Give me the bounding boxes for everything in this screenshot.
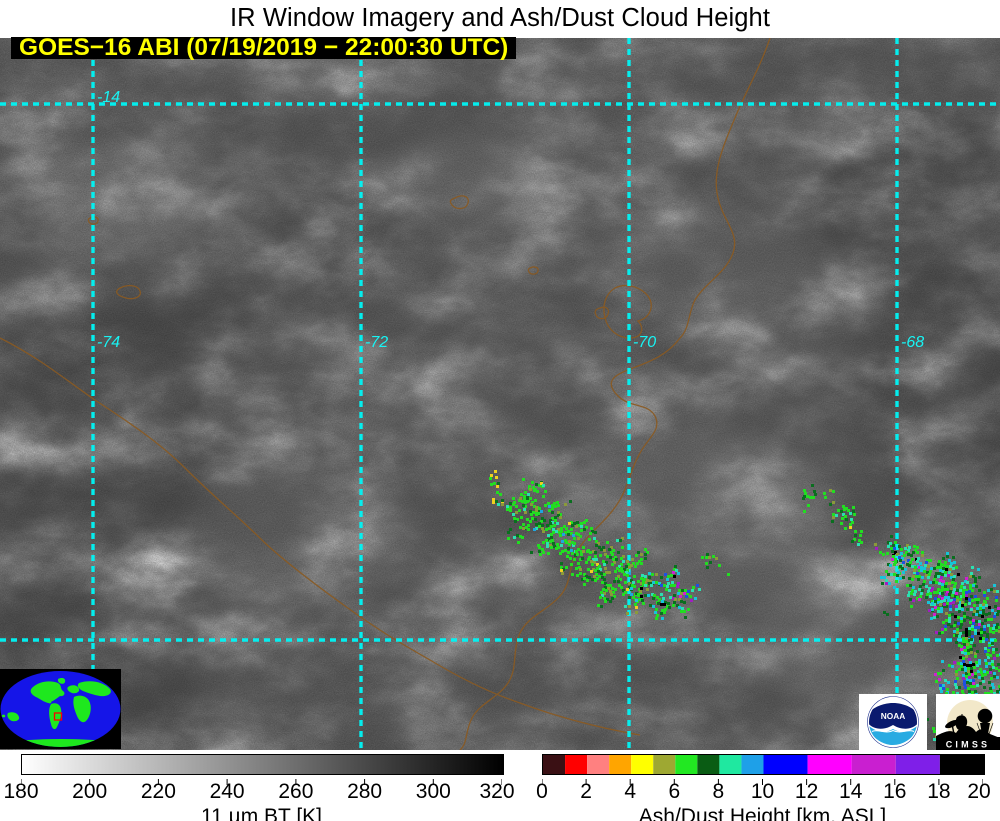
svg-text:280: 280 (347, 780, 382, 803)
svg-text:300: 300 (416, 780, 451, 803)
svg-text:-14: -14 (97, 89, 120, 106)
svg-text:10: 10 (751, 780, 774, 803)
svg-text:200: 200 (72, 780, 107, 803)
svg-text:220: 220 (141, 780, 176, 803)
svg-text:6: 6 (668, 780, 680, 803)
svg-text:-74: -74 (97, 334, 120, 351)
svg-text:-70: -70 (633, 334, 656, 351)
svg-text:14: 14 (839, 780, 863, 803)
svg-text:0: 0 (536, 780, 548, 803)
svg-text:320: 320 (479, 780, 514, 803)
svg-text:18: 18 (927, 780, 950, 803)
svg-text:NOAA: NOAA (881, 711, 905, 721)
svg-text:16: 16 (883, 780, 906, 803)
svg-text:180: 180 (3, 780, 38, 803)
svg-text:20: 20 (967, 780, 990, 803)
svg-text:4: 4 (624, 780, 636, 803)
svg-text:CIMSS: CIMSS (946, 740, 991, 750)
svg-text:-72: -72 (365, 334, 388, 351)
svg-text:12: 12 (795, 780, 818, 803)
svg-text:2: 2 (580, 780, 592, 803)
svg-text:260: 260 (278, 780, 313, 803)
svg-text:8: 8 (713, 780, 725, 803)
svg-text:-68: -68 (901, 334, 924, 351)
svg-text:240: 240 (210, 780, 245, 803)
